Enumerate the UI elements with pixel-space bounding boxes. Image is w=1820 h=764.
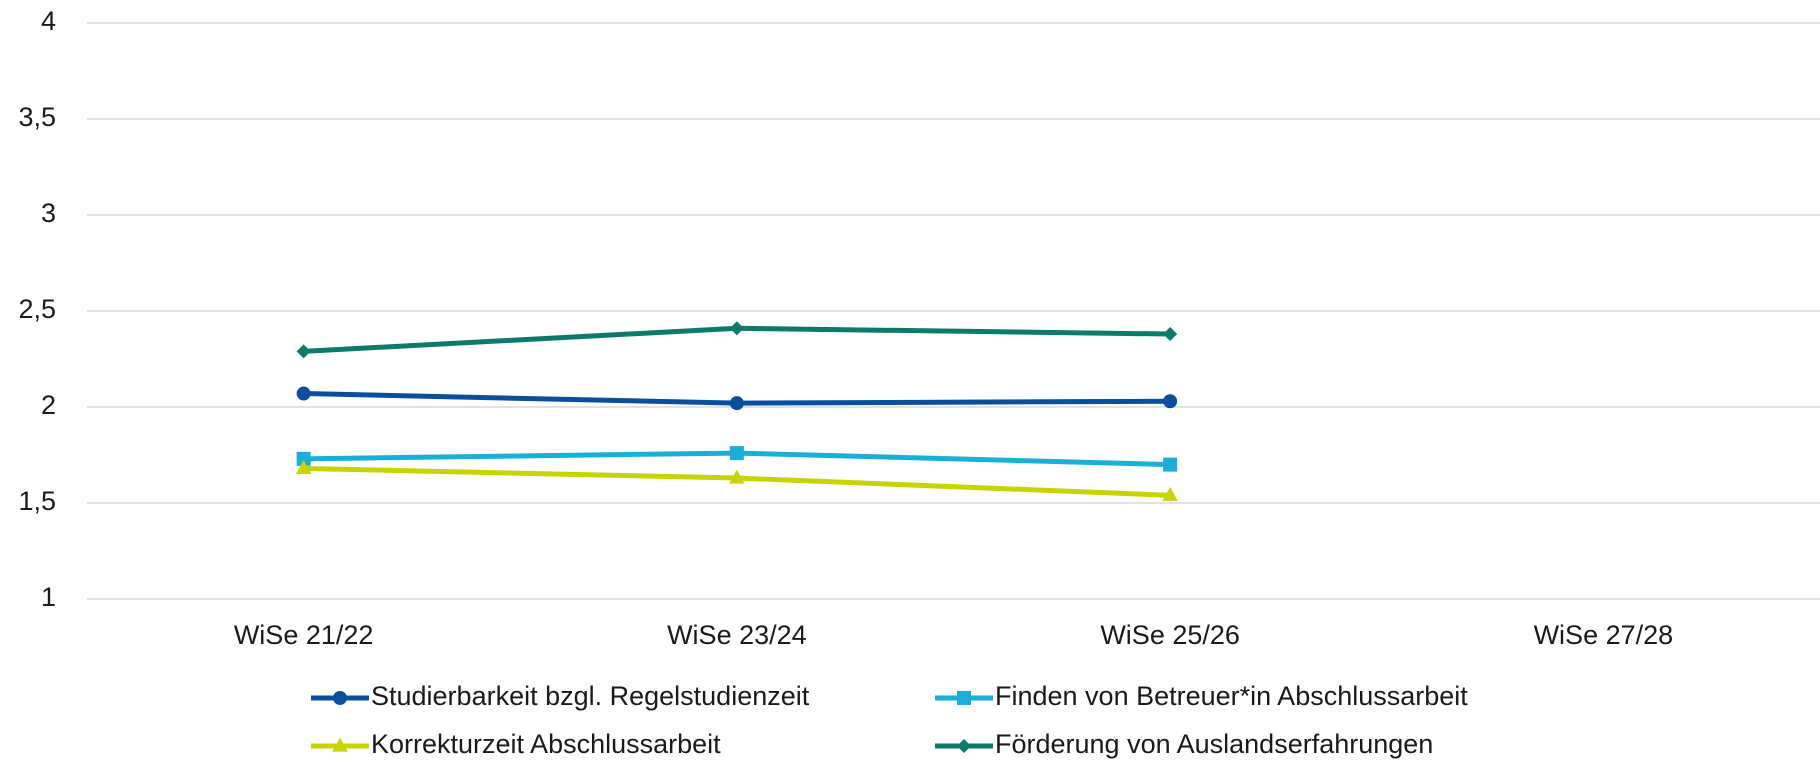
marker [296,386,311,401]
y-tick-label: 2 [41,390,56,420]
legend-label: Korrekturzeit Abschlussarbeit [371,729,721,759]
marker [957,691,971,705]
x-tick-label: WiSe 21/22 [234,620,374,650]
marker [333,691,347,705]
y-tick-label: 4 [41,6,56,36]
x-tick-label: WiSe 27/28 [1534,620,1674,650]
legend-label: Studierbarkeit bzgl. Regelstudienzeit [371,681,810,711]
x-tick-label: WiSe 25/26 [1100,620,1240,650]
marker [1163,327,1178,342]
marker [296,451,311,466]
y-tick-label: 1,5 [18,486,56,516]
marker [729,446,744,461]
marker [729,469,745,484]
marker [1163,394,1178,409]
x-tick-label: WiSe 23/24 [667,620,807,650]
legend-label: Finden von Betreuer*in Abschlussarbeit [995,681,1468,711]
marker [332,737,348,752]
y-tick-label: 3,5 [18,102,56,132]
marker [957,739,971,753]
marker [1162,486,1178,501]
y-tick-label: 1 [41,582,56,612]
marker [729,396,744,411]
y-tick-label: 3 [41,198,56,228]
marker [729,321,744,336]
marker [1163,457,1178,472]
legend-label: Förderung von Auslandserfahrungen [995,729,1433,759]
marker [295,460,312,475]
y-tick-label: 2,5 [18,294,56,324]
marker [296,344,311,359]
